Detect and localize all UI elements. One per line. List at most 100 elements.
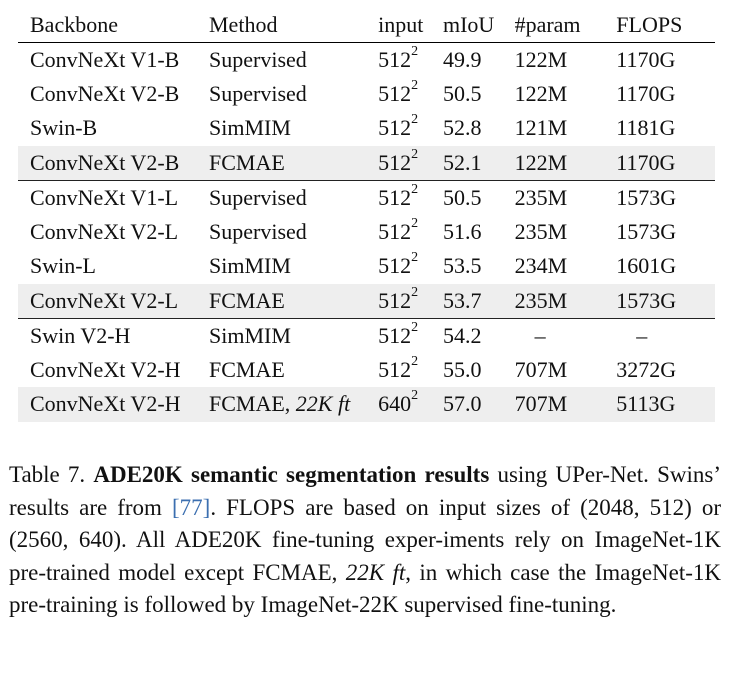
col-header-input: input [378, 8, 443, 43]
table-row: ConvNeXt V2-B Supervised 5122 50.5 122M … [18, 77, 715, 112]
cell-input: 5122 [378, 353, 443, 388]
table-row: Swin V2-H SimMIM 5122 54.2 – – [18, 318, 715, 353]
cell-backbone: ConvNeXt V1-L [30, 184, 179, 210]
cell-param: 707M [514, 356, 568, 382]
input-base: 512 [378, 80, 412, 106]
cell-backbone: Swin V2-H [30, 322, 131, 348]
input-base: 512 [378, 184, 412, 210]
cell-method: SimMIM [209, 115, 291, 141]
input-exp: 2 [411, 146, 419, 162]
input-base: 640 [378, 391, 412, 417]
cell-input: 5122 [378, 249, 443, 284]
input-base: 512 [378, 115, 412, 141]
cell-backbone: ConvNeXt V2-B [18, 145, 209, 181]
cell-flops: 1170G [616, 46, 676, 72]
table-row: ConvNeXt V2-L FCMAE 5122 53.7 235M 1573G [18, 283, 715, 319]
cell-backbone: ConvNeXt V2-H [18, 387, 209, 422]
cell-flops: 1573G [616, 218, 677, 244]
cell-input: 5122 [378, 111, 443, 146]
table-row: ConvNeXt V1-L Supervised 5122 50.5 235M … [18, 180, 715, 215]
cell-param: 707M [514, 387, 617, 422]
cell-miou: 54.2 [442, 322, 482, 348]
cell-input: 5122 [378, 180, 443, 215]
cell-miou: 52.8 [442, 115, 482, 141]
table-row: ConvNeXt V1-B Supervised 5122 49.9 122M … [18, 42, 715, 77]
cell-method: FCMAE [209, 356, 285, 382]
cell-param: 121M [514, 115, 568, 141]
cell-method: FCMAE [209, 283, 379, 319]
cell-miou: 50.5 [442, 184, 482, 210]
cell-input: 6402 [378, 387, 443, 422]
cell-param: 235M [514, 283, 617, 319]
cell-param: – [534, 322, 546, 348]
input-exp: 2 [411, 181, 419, 197]
cell-backbone: Swin-L [30, 253, 96, 279]
input-exp: 2 [411, 284, 419, 300]
cell-backbone: Swin-B [30, 115, 98, 141]
cell-backbone: ConvNeXt V2-L [18, 283, 209, 319]
table-caption: Table 7. ADE20K semantic segmentation re… [9, 459, 721, 622]
cell-flops: 1601G [616, 253, 677, 279]
method-italic: 22K ft [295, 391, 351, 417]
cell-method: Supervised [209, 80, 307, 106]
cell-flops: 1170G [616, 80, 676, 106]
cell-miou: 49.9 [442, 46, 482, 72]
cell-miou: 53.7 [442, 283, 515, 319]
cell-param: 122M [514, 145, 617, 181]
input-exp: 2 [411, 353, 419, 369]
caption-title: ADE20K semantic segmentation results [93, 462, 490, 487]
table-row: ConvNeXt V2-B FCMAE 5122 52.1 122M 1170G [18, 145, 715, 181]
cell-method: SimMIM [209, 253, 291, 279]
cell-param: 235M [514, 218, 568, 244]
cell-param: 234M [514, 253, 568, 279]
cell-miou: 55.0 [442, 356, 482, 382]
cell-miou: 50.5 [442, 80, 482, 106]
cell-flops: 1573G [616, 283, 715, 319]
col-header-backbone: Backbone [18, 8, 209, 43]
col-header-flops: FLOPS [616, 8, 715, 43]
cell-miou: 53.5 [442, 253, 482, 279]
cell-flops: 5113G [616, 387, 715, 422]
cell-backbone: ConvNeXt V2-B [30, 80, 180, 106]
input-exp: 2 [411, 43, 419, 59]
cell-flops: – [636, 322, 648, 348]
input-base: 512 [378, 218, 412, 244]
cell-backbone: ConvNeXt V1-B [30, 46, 180, 72]
table-row: ConvNeXt V2-L Supervised 5122 51.6 235M … [18, 215, 715, 250]
cell-flops: 1170G [616, 145, 715, 181]
caption-prefix: Table 7. [9, 462, 94, 487]
results-table: Backbone Method input mIoU #param FLOPS … [18, 8, 715, 422]
cell-param: 235M [514, 184, 568, 210]
input-base: 512 [378, 356, 412, 382]
cell-flops: 1181G [616, 115, 676, 141]
cell-input: 5122 [378, 145, 443, 181]
table-row: ConvNeXt V2-H FCMAE 5122 55.0 707M 3272G [18, 353, 715, 388]
cell-param: 122M [514, 80, 568, 106]
citation-link[interactable]: [77] [172, 494, 211, 520]
cell-method: FCMAE [209, 145, 379, 181]
table-row: Swin-B SimMIM 5122 52.8 121M 1181G [18, 111, 715, 146]
cell-param: 122M [514, 46, 568, 72]
header-row: Backbone Method input mIoU #param FLOPS [18, 8, 715, 43]
input-exp: 2 [411, 215, 419, 231]
caption-text-1: using UPer-Net. Swins’ results are from [9, 462, 721, 520]
cell-input: 5122 [378, 42, 443, 77]
cell-input: 5122 [378, 77, 443, 112]
input-base: 512 [378, 149, 412, 175]
input-base: 512 [378, 46, 412, 72]
cell-input: 5122 [378, 215, 443, 250]
cell-backbone: ConvNeXt V2-H [30, 356, 181, 382]
table-row: ConvNeXt V2-H FCMAE, 22K ft 6402 57.0 70… [18, 387, 715, 422]
input-base: 512 [378, 322, 412, 348]
col-header-param: #param [514, 8, 617, 43]
cell-method: Supervised [209, 184, 307, 210]
cell-method: SimMIM [209, 322, 291, 348]
table-row: Swin-L SimMIM 5122 53.5 234M 1601G [18, 249, 715, 284]
col-header-method: Method [209, 8, 379, 43]
input-base: 512 [378, 287, 412, 313]
input-exp: 2 [411, 250, 419, 266]
cell-backbone: ConvNeXt V2-L [30, 218, 179, 244]
input-exp: 2 [411, 388, 419, 404]
input-exp: 2 [411, 77, 419, 93]
method-text: FCMAE, [209, 391, 296, 417]
